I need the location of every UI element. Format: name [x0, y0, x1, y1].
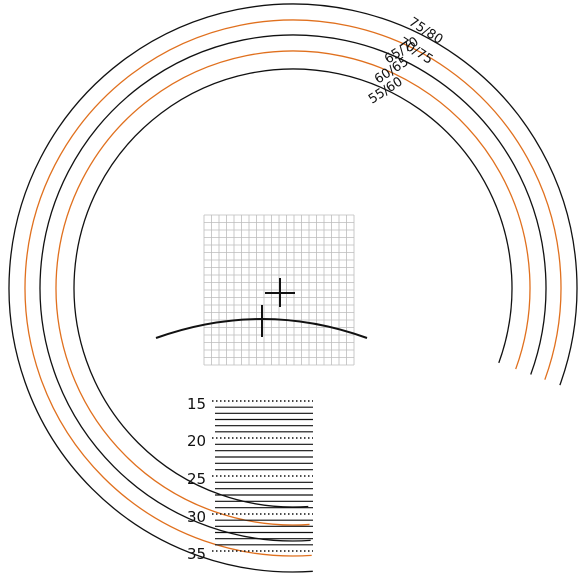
- ring-55-60: [73, 68, 513, 508]
- scale-label-25: 25: [187, 470, 206, 488]
- rings-group: [8, 3, 578, 573]
- ring-65-70: [39, 34, 547, 542]
- ring-60-65: [55, 50, 531, 526]
- reading-scale: [212, 400, 313, 552]
- ring-70-75: [24, 19, 562, 557]
- ring-75-80: [8, 3, 578, 573]
- ring-labels: 75/80 70/75 65/70 60/65 55/60: [366, 15, 445, 108]
- scale-label-35: 35: [187, 545, 206, 563]
- scale-label-20: 20: [187, 432, 206, 450]
- curve-tick-icon: [155, 305, 368, 339]
- scale-labels: 15 20 25 30 35: [187, 395, 206, 563]
- scale-label-30: 30: [187, 508, 206, 526]
- scale-label-15: 15: [187, 395, 206, 413]
- crosshair-icon: [265, 278, 295, 307]
